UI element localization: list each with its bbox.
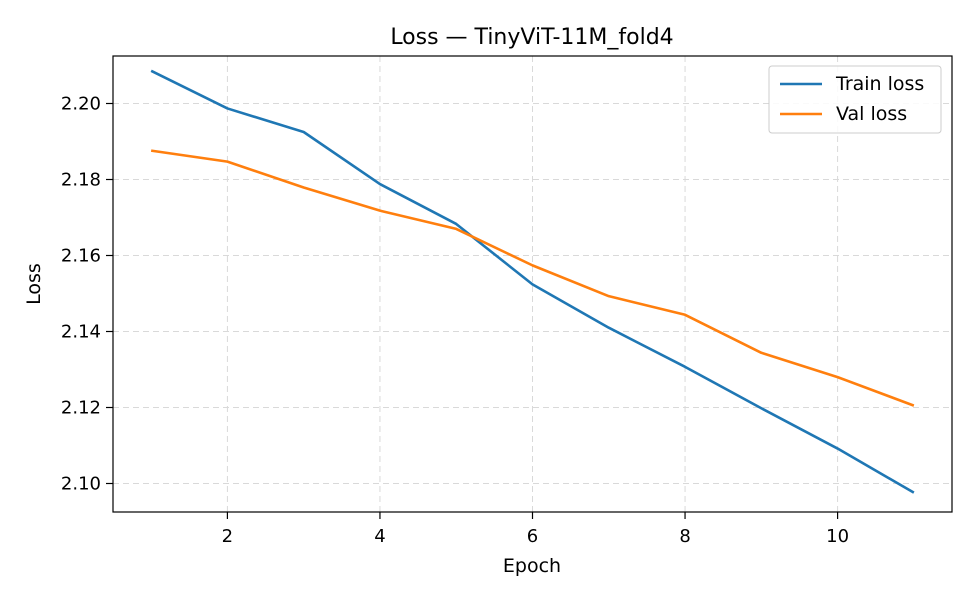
x-tick-label: 8 bbox=[679, 526, 690, 547]
train-loss-line bbox=[150, 69, 915, 494]
x-axis-label: Epoch bbox=[503, 555, 561, 577]
x-tick-label: 6 bbox=[527, 526, 538, 547]
legend-label-train: Train loss bbox=[835, 73, 924, 95]
y-tick-label: 2.10 bbox=[61, 474, 101, 495]
y-tick-label: 2.12 bbox=[61, 398, 101, 419]
grid-layer bbox=[113, 56, 952, 512]
x-tick-label: 4 bbox=[374, 526, 385, 547]
y-tick-label: 2.20 bbox=[61, 94, 101, 115]
y-tick-label: 2.14 bbox=[61, 322, 101, 343]
val-loss-line bbox=[150, 149, 915, 407]
x-tick-label: 10 bbox=[826, 526, 849, 547]
x-tick-label: 2 bbox=[222, 526, 233, 547]
y-tick-label: 2.16 bbox=[61, 246, 101, 267]
chart-title: Loss — TinyViT-11M_fold4 bbox=[390, 25, 673, 50]
y-tick-label: 2.18 bbox=[61, 170, 101, 191]
legend: Train loss Val loss bbox=[768, 65, 942, 134]
y-axis-label: Loss bbox=[23, 263, 45, 305]
legend-label-val: Val loss bbox=[836, 103, 907, 125]
tick-layer: 2 4 6 8 10 2.10 2.12 2.14 2.16 2.18 2.20 bbox=[61, 94, 849, 548]
series-layer bbox=[150, 69, 915, 494]
